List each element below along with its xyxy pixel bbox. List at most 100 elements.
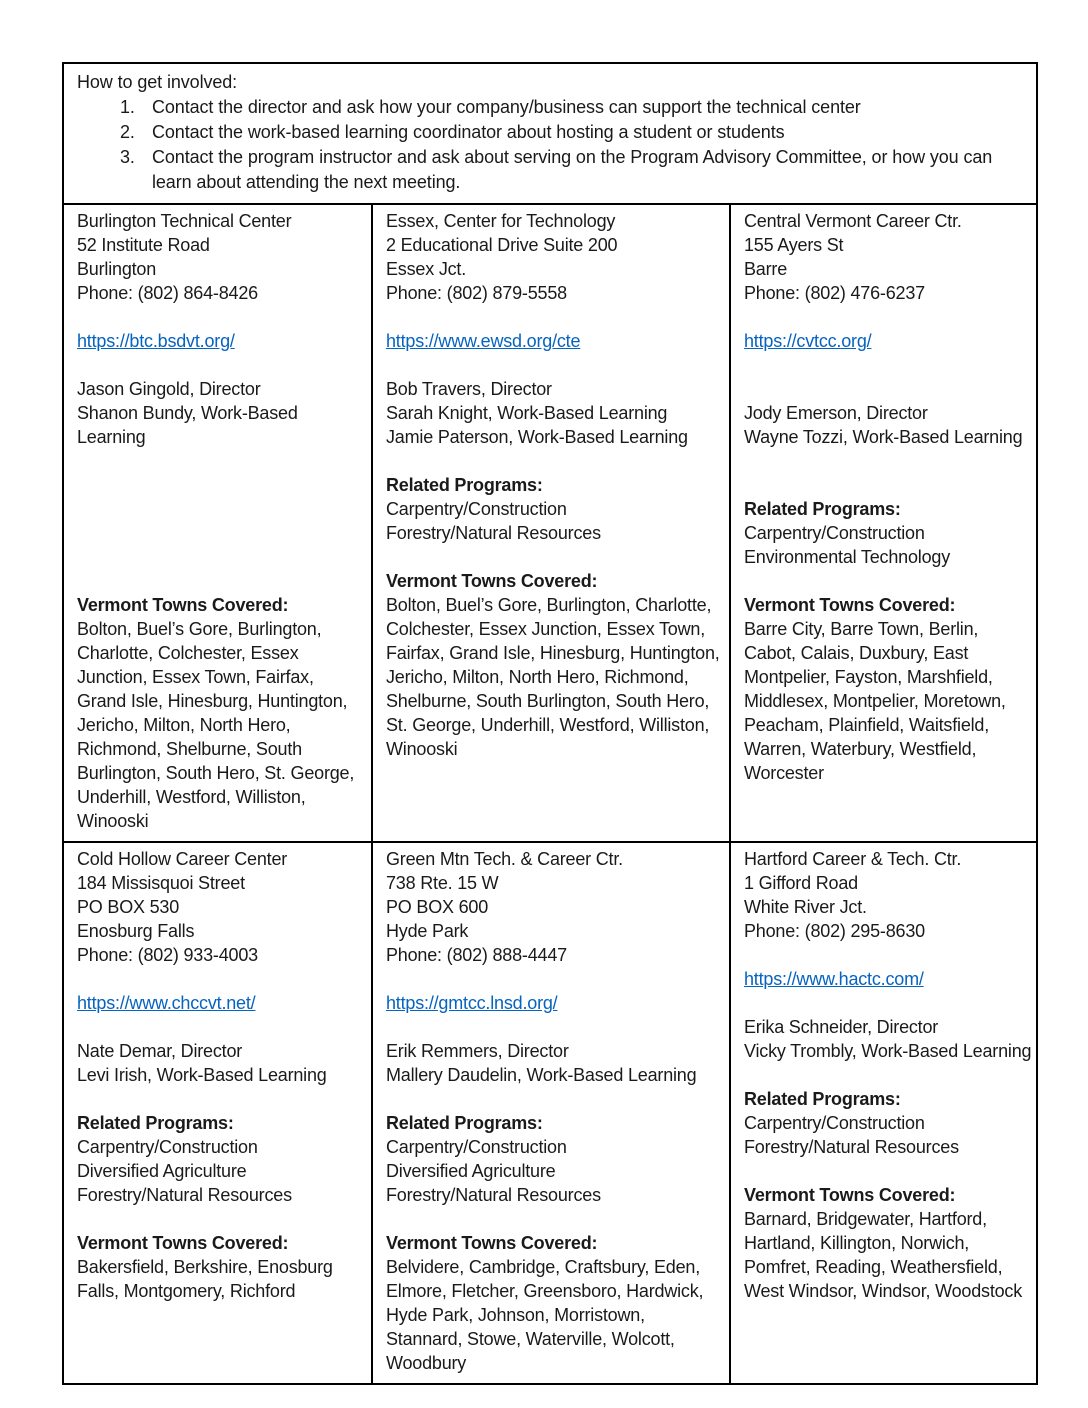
staff-line: Vicky Trombly, Work-Based Learning: [744, 1041, 1032, 1061]
staff-line: Levi Irish, Work-Based Learning: [77, 1065, 327, 1085]
blank: [77, 449, 367, 473]
center-website-link[interactable]: https://btc.bsdvt.org/: [77, 331, 235, 351]
towns-list: Barnard, Bridgewater, Hartford, Hartland…: [744, 1209, 1023, 1301]
center-phone: Phone: (802) 864-8426: [77, 283, 258, 303]
address-line: 184 Missisquoi Street: [77, 873, 245, 893]
blank: [386, 967, 725, 991]
center-phone: Phone: (802) 295-8630: [744, 921, 925, 941]
address-line: White River Jct.: [744, 897, 867, 917]
towns-list: Belvidere, Cambridge, Craftsbury, Eden, …: [386, 1257, 704, 1373]
list-number: 2.: [120, 122, 135, 142]
list-number: 1.: [120, 97, 135, 117]
blank: [386, 1207, 725, 1231]
blank: [386, 1015, 725, 1039]
address-line: Hyde Park: [386, 921, 469, 941]
program-line: Diversified Agriculture: [386, 1161, 556, 1181]
towns-heading: Vermont Towns Covered:: [77, 1233, 289, 1253]
blank: [386, 449, 725, 473]
blank: [744, 377, 1032, 401]
blank: [77, 521, 367, 545]
staff-line: Nate Demar, Director: [77, 1041, 243, 1061]
related-programs-heading: Related Programs:: [386, 1113, 543, 1133]
blank: [744, 353, 1032, 377]
blank: [744, 1159, 1032, 1183]
staff-line: Erik Remmers, Director: [386, 1041, 569, 1061]
center-cell-green-mtn-tech-career-ctr: Green Mtn Tech. & Career Ctr. 738 Rte. 15…: [373, 843, 731, 1383]
center-phone: Phone: (802) 879-5558: [386, 283, 567, 303]
intro-title: How to get involved:: [77, 72, 238, 92]
center-website-link[interactable]: https://www.ewsd.org/cte: [386, 331, 581, 351]
program-line: Forestry/Natural Resources: [386, 523, 601, 543]
staff-line: Jamie Paterson, Work-Based Learning: [386, 427, 688, 447]
address-line: 1 Gifford Road: [744, 873, 858, 893]
blank: [77, 497, 367, 521]
related-programs-heading: Related Programs:: [77, 1113, 234, 1133]
center-name: Hartford Career & Tech. Ctr.: [744, 849, 962, 869]
intro-item-text: Contact the director and ask how your co…: [152, 97, 861, 117]
address-line: PO BOX 530: [77, 897, 180, 917]
center-phone: Phone: (802) 933-4003: [77, 945, 258, 965]
how-to-get-involved-section: How to get involved: 1. Contact the direc…: [64, 64, 1036, 205]
blank: [77, 305, 367, 329]
staff-line: Jody Emerson, Director: [744, 403, 928, 423]
blank: [77, 473, 367, 497]
center-cell-essex-center-for-technology: Essex, Center for Technology 2 Educationa…: [373, 205, 731, 843]
towns-heading: Vermont Towns Covered:: [744, 595, 956, 615]
staff-line: Shanon Bundy, Work-Based Learning: [77, 403, 298, 447]
address-line: 155 Ayers St: [744, 235, 844, 255]
blank: [744, 449, 1032, 473]
program-line: Forestry/Natural Resources: [744, 1137, 959, 1157]
blank: [744, 991, 1032, 1015]
program-line: Forestry/Natural Resources: [77, 1185, 292, 1205]
center-name: Cold Hollow Career Center: [77, 849, 288, 869]
intro-list-item: 3. Contact the program instructor and ask…: [77, 145, 1022, 195]
address-line: Enosburg Falls: [77, 921, 195, 941]
blank: [77, 967, 367, 991]
center-phone: Phone: (802) 888-4447: [386, 945, 567, 965]
staff-line: Sarah Knight, Work-Based Learning: [386, 403, 668, 423]
towns-list: Bolton, Buel’s Gore, Burlington, Charlot…: [77, 619, 355, 831]
related-programs-heading: Related Programs:: [744, 499, 901, 519]
program-line: Carpentry/Construction: [386, 1137, 567, 1157]
program-line: Diversified Agriculture: [77, 1161, 247, 1181]
intro-item-text: Contact the program instructor and ask a…: [152, 147, 993, 192]
center-website-link[interactable]: https://www.hactc.com/: [744, 969, 924, 989]
address-line: 2 Educational Drive Suite 200: [386, 235, 618, 255]
program-line: Carpentry/Construction: [77, 1137, 258, 1157]
center-website-link[interactable]: https://cvtcc.org/: [744, 331, 872, 351]
blank: [386, 545, 725, 569]
address-line: Burlington: [77, 259, 157, 279]
program-line: Carpentry/Construction: [744, 523, 925, 543]
staff-line: Wayne Tozzi, Work-Based Learning: [744, 427, 1023, 447]
center-name: Green Mtn Tech. & Career Ctr.: [386, 849, 623, 869]
related-programs-heading: Related Programs:: [386, 475, 543, 495]
blank: [744, 305, 1032, 329]
center-website-link[interactable]: https://www.chccvt.net/: [77, 993, 256, 1013]
towns-heading: Vermont Towns Covered:: [386, 1233, 598, 1253]
blank: [744, 943, 1032, 967]
program-line: Forestry/Natural Resources: [386, 1185, 601, 1205]
blank: [744, 473, 1032, 497]
towns-heading: Vermont Towns Covered:: [386, 571, 598, 591]
center-name: Burlington Technical Center: [77, 211, 292, 231]
blank: [77, 569, 367, 593]
program-line: Carpentry/Construction: [386, 499, 567, 519]
blank: [77, 1207, 367, 1231]
center-cell-central-vermont-career-ctr: Central Vermont Career Ctr. 155 Ayers St B…: [731, 205, 1036, 843]
center-cell-cold-hollow-career-center: Cold Hollow Career Center 184 Missisquoi …: [64, 843, 373, 1383]
program-line: Carpentry/Construction: [744, 1113, 925, 1133]
towns-list: Bolton, Buel’s Gore, Burlington, Charlot…: [386, 595, 720, 759]
center-website-link[interactable]: https://gmtcc.lnsd.org/: [386, 993, 558, 1013]
center-cell-burlington-technical-center: Burlington Technical Center 52 Institute …: [64, 205, 373, 843]
centers-grid: Burlington Technical Center 52 Institute …: [64, 205, 1036, 1383]
blank: [77, 1087, 367, 1111]
staff-line: Mallery Daudelin, Work-Based Learning: [386, 1065, 697, 1085]
career-centers-table: How to get involved: 1. Contact the direc…: [62, 62, 1038, 1385]
staff-line: Jason Gingold, Director: [77, 379, 261, 399]
intro-list-item: 1. Contact the director and ask how your …: [77, 95, 1022, 120]
center-name: Central Vermont Career Ctr.: [744, 211, 962, 231]
blank: [744, 569, 1032, 593]
towns-heading: Vermont Towns Covered:: [77, 595, 289, 615]
blank: [386, 1087, 725, 1111]
